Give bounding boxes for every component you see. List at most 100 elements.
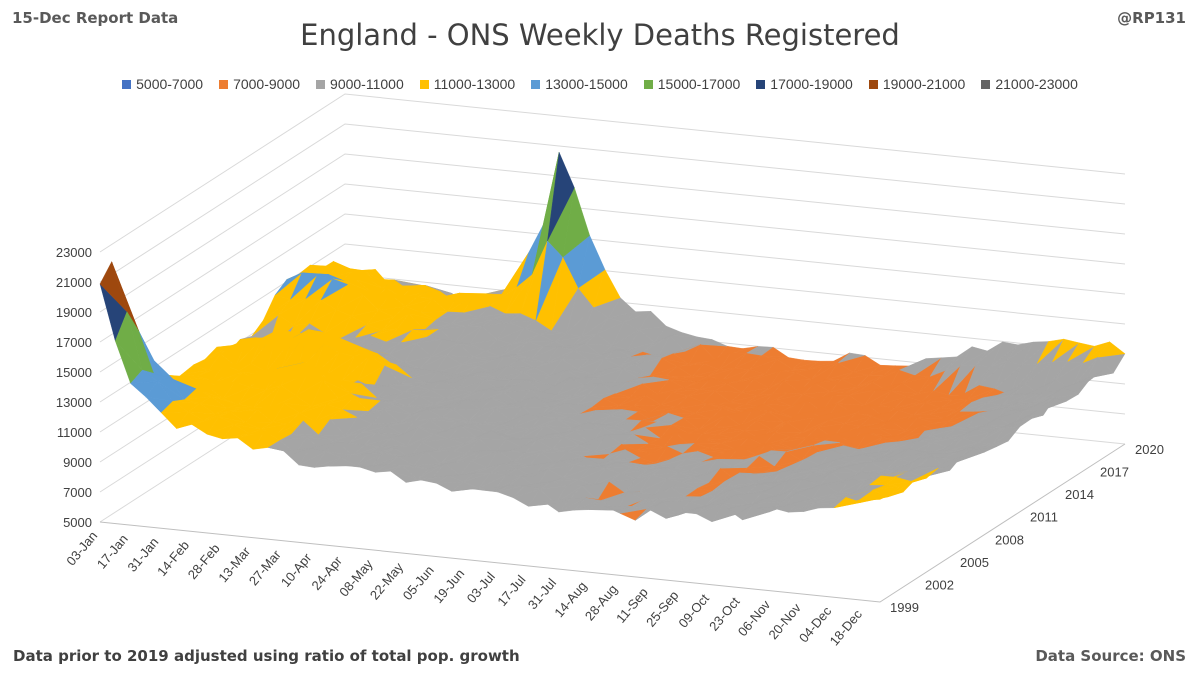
surface-facet — [514, 413, 543, 427]
surface-facet — [204, 345, 233, 360]
surface-facet — [975, 341, 1003, 366]
surface-facet — [658, 487, 687, 500]
surface-facet — [672, 387, 700, 393]
surface-facet — [1050, 387, 1080, 399]
surface-facet — [607, 363, 635, 369]
surface-facet — [842, 485, 870, 498]
surface-facet — [584, 333, 613, 347]
surface-facet — [1036, 338, 1065, 365]
surface-facet — [878, 420, 906, 431]
surface-facet — [1067, 342, 1095, 362]
surface-facet — [815, 497, 843, 504]
surface-facet — [519, 358, 547, 363]
surface-facet — [637, 411, 665, 413]
surface-facet — [543, 498, 571, 504]
surface-facet — [359, 464, 387, 468]
surface-facet — [483, 408, 512, 424]
surface-facet — [363, 432, 393, 446]
surface-facet — [691, 363, 720, 377]
surface-facet — [852, 355, 881, 373]
surface-facet — [688, 344, 717, 365]
surface-facet — [1009, 363, 1038, 395]
surface-facet — [566, 287, 594, 335]
surface-facet — [631, 498, 659, 507]
surface-facet — [648, 432, 676, 444]
surface-facet — [837, 352, 866, 364]
surface-facet — [642, 335, 670, 353]
surface-facet — [768, 370, 797, 389]
surface-facet — [916, 436, 944, 442]
surface-facet — [655, 446, 684, 464]
surface-facet — [762, 432, 792, 446]
z-tick-label: 21000 — [56, 275, 92, 290]
legend-label: 5000-7000 — [136, 76, 204, 92]
surface-facet — [324, 309, 352, 334]
surface-facet — [314, 404, 343, 423]
surface-facet — [574, 422, 603, 432]
surface-facet — [825, 362, 854, 380]
surface-facet — [395, 405, 423, 409]
surface-facet — [920, 421, 948, 426]
surface-facet — [761, 346, 790, 358]
surface-facet — [885, 459, 913, 471]
surface-facet — [328, 457, 357, 467]
surface-facet — [280, 365, 309, 386]
surface-facet — [602, 425, 630, 433]
surface-facet — [778, 459, 806, 472]
surface-facet — [619, 354, 647, 367]
surface-facet — [527, 334, 555, 342]
surface-facet — [296, 329, 325, 374]
chart-surface — [99, 151, 1126, 523]
surface-facet — [401, 285, 430, 298]
surface-facet — [416, 336, 444, 344]
surface-facet — [290, 272, 318, 300]
surface-facet — [842, 461, 870, 468]
surface-facet — [524, 439, 553, 453]
surface-facet — [804, 472, 832, 483]
surface-facet — [349, 383, 378, 399]
surface-facet — [632, 427, 661, 439]
surface-facet — [1062, 379, 1091, 393]
surface-facet — [491, 392, 520, 404]
surface-facet — [506, 438, 534, 440]
surface-facet — [914, 357, 943, 376]
surface-facet — [653, 375, 681, 379]
surface-facet — [864, 493, 892, 501]
surface-facet — [380, 400, 408, 407]
surface-facet — [279, 433, 307, 441]
surface-facet — [944, 402, 972, 419]
surface-facet — [383, 405, 412, 415]
surface-facet — [369, 355, 397, 366]
surface-facet — [1040, 361, 1068, 396]
surface-facet — [530, 389, 558, 395]
surface-facet — [464, 430, 492, 445]
gridline — [99, 93, 1126, 253]
surface-facet — [969, 446, 997, 450]
surface-facet — [1006, 341, 1034, 362]
surface-facet — [605, 462, 633, 469]
surface-facet — [939, 426, 967, 429]
surface-facet — [1070, 357, 1099, 389]
surface-facet — [253, 385, 281, 408]
surface-facet — [593, 467, 622, 486]
x-tick-label: 03-Jul — [464, 569, 498, 606]
surface-facet — [627, 329, 655, 351]
surface-facet — [554, 333, 582, 342]
surface-facet — [629, 383, 658, 398]
surface-facet — [511, 328, 540, 345]
surface-facet — [539, 330, 567, 335]
surface-facet — [636, 443, 664, 451]
surface-facet — [604, 506, 632, 511]
surface-facet — [583, 410, 612, 427]
z-tick-label: 11000 — [57, 425, 92, 440]
surface-facet — [601, 491, 629, 502]
surface-facet — [660, 392, 689, 406]
surface-facet — [523, 320, 552, 331]
surface-facet — [997, 409, 1025, 419]
surface-facet — [943, 429, 971, 438]
surface-facet — [731, 483, 759, 490]
surface-facet — [886, 409, 915, 423]
surface-facet — [226, 404, 254, 409]
floor-edge — [99, 443, 1126, 603]
surface-facet — [644, 421, 672, 428]
